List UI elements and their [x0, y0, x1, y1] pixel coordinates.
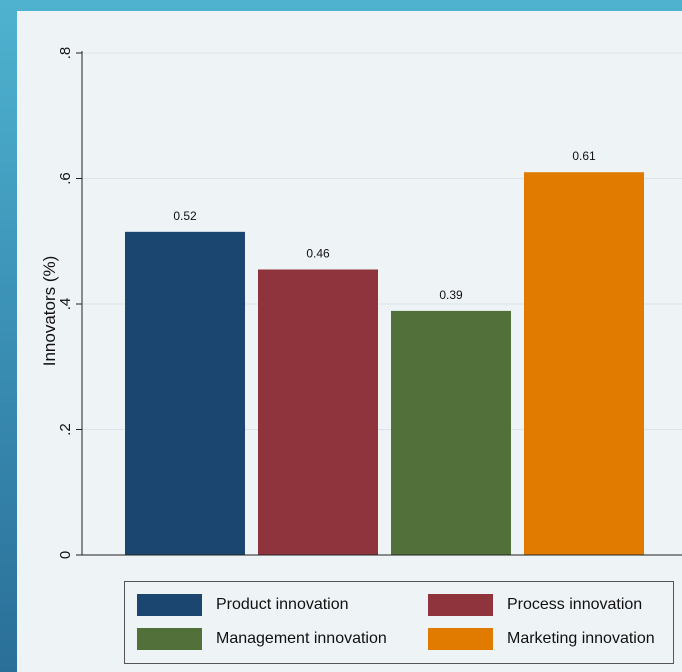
data-label: 0.39 — [439, 288, 463, 302]
legend-swatch — [428, 628, 493, 650]
legend-swatch — [428, 594, 493, 616]
legend-item: Marketing innovation — [428, 626, 655, 652]
bar-management-innovation — [391, 310, 511, 555]
y-tick-label: .2 — [57, 423, 74, 436]
bars — [125, 172, 644, 555]
bar-process-innovation — [258, 269, 378, 555]
y-tick-label: .4 — [57, 298, 74, 311]
bar-marketing-innovation — [524, 172, 644, 555]
y-tick-label: 0 — [57, 551, 74, 559]
legend-label: Management innovation — [216, 630, 387, 647]
legend-swatch — [137, 628, 202, 650]
legend-label: Process innovation — [507, 596, 643, 613]
data-label: 0.61 — [572, 149, 596, 163]
legend-item: Management innovation — [137, 626, 387, 652]
data-label: 0.46 — [306, 246, 330, 260]
data-label: 0.52 — [173, 209, 197, 223]
legend-label: Product innovation — [216, 596, 349, 613]
chart-panel: 0.52 0.46 0.39 0.61 0 .2 .4 .6 .8 Innovators (%… — [17, 11, 682, 672]
legend-item: Process innovation — [428, 592, 642, 618]
data-labels: 0.52 0.46 0.39 0.61 — [173, 149, 596, 302]
y-tick-label: .6 — [57, 172, 74, 185]
legend-item: Product innovation — [137, 592, 349, 618]
bar-product-innovation — [125, 231, 245, 555]
y-axis: 0 .2 .4 .6 .8 — [57, 47, 682, 559]
legend-swatch — [137, 594, 202, 616]
bar-chart: 0.52 0.46 0.39 0.61 0 .2 .4 .6 .8 Innovators (%… — [40, 47, 682, 559]
y-tick-label: .8 — [57, 47, 74, 60]
legend: Product innovation Process innovation Ma… — [124, 581, 674, 664]
y-axis-label: Innovators (%) — [40, 256, 59, 367]
legend-label: Marketing innovation — [507, 630, 655, 647]
